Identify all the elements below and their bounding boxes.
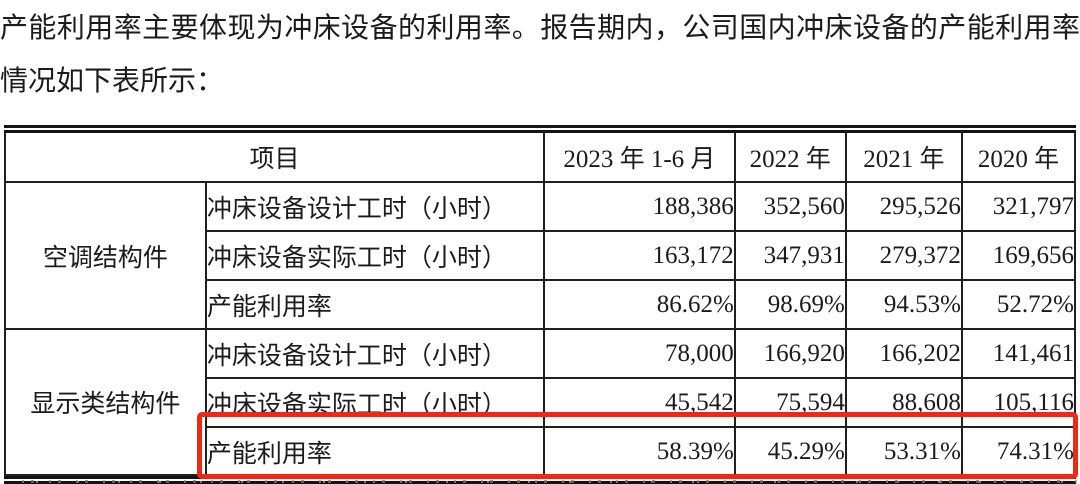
- table-top-double-rule: [4, 125, 1076, 133]
- table-row-highlighted: 产能利用率 58.39% 45.29% 53.31% 74.31%: [5, 426, 1077, 475]
- value-cell: 78,000: [543, 328, 736, 379]
- paragraph-line-2: 情况如下表所示：: [0, 66, 225, 97]
- value-cell: 352,560: [733, 181, 847, 232]
- capacity-utilization-table: 项目 2023 年 1-6 月 2022 年 2021 年 2020 年 空调结…: [3, 125, 1077, 484]
- truncated-text-line: [22, 479, 1080, 484]
- header-period-2023: 2023 年 1-6 月: [543, 133, 736, 183]
- row-label-cell: 产能利用率: [204, 279, 546, 330]
- row-label-cell: 冲床设备实际工时（小时）: [204, 230, 546, 281]
- value-cell: 52.72%: [960, 279, 1077, 330]
- value-cell: 141,461: [960, 328, 1077, 379]
- value-cell: 45,542: [543, 377, 736, 428]
- table-row: 冲床设备实际工时（小时） 163,172 347,931 279,372 169…: [5, 230, 1077, 281]
- row-label-cell: 冲床设备设计工时（小时）: [204, 181, 546, 232]
- value-cell: 166,920: [733, 328, 847, 379]
- value-cell: 86.62%: [543, 279, 736, 330]
- header-row: 项目 2023 年 1-6 月 2022 年 2021 年 2020 年: [3, 133, 1077, 183]
- group-cell-aircon: 空调结构件: [4, 181, 207, 330]
- value-cell: 169,656: [960, 230, 1077, 281]
- value-cell: 53.31%: [844, 426, 963, 475]
- value-cell: 295,526: [844, 181, 963, 232]
- data-table: 项目 2023 年 1-6 月 2022 年 2021 年 2020 年 空调结…: [3, 133, 1077, 476]
- row-label-cell: 产能利用率: [204, 426, 546, 475]
- header-period-2021: 2021 年: [844, 133, 963, 183]
- header-period-2022: 2022 年: [733, 133, 847, 183]
- value-cell: 166,202: [844, 328, 963, 379]
- value-cell: 45.29%: [733, 426, 847, 475]
- header-item: 项目: [3, 133, 546, 183]
- value-cell: 75,594: [733, 377, 847, 428]
- group-cell-display: 显示类结构件: [4, 328, 207, 476]
- value-cell: 279,372: [844, 230, 963, 281]
- value-cell: 74.31%: [960, 426, 1077, 475]
- value-cell: 58.39%: [543, 426, 736, 475]
- value-cell: 105,116: [960, 377, 1077, 428]
- table-row: 产能利用率 86.62% 98.69% 94.53% 52.72%: [5, 279, 1077, 330]
- intro-paragraph: 产能利用率主要体现为冲床设备的利用率。报告期内，公司国内冲床设备的产能利用率 情…: [0, 2, 1080, 108]
- value-cell: 188,386: [543, 181, 736, 232]
- table-row: 冲床设备实际工时（小时） 45,542 75,594 88,608 105,11…: [5, 377, 1077, 428]
- value-cell: 347,931: [733, 230, 847, 281]
- header-period-2020: 2020 年: [960, 133, 1077, 183]
- paragraph-line-1: 产能利用率主要体现为冲床设备的利用率。报告期内，公司国内冲床设备的产能利用率: [0, 13, 1080, 44]
- table-row: 空调结构件 冲床设备设计工时（小时） 188,386 352,560 295,5…: [4, 181, 1077, 330]
- table-row: 显示类结构件 冲床设备设计工时（小时） 78,000 166,920 166,2…: [4, 328, 1077, 476]
- row-label-cell: 冲床设备实际工时（小时）: [204, 377, 546, 428]
- value-cell: 163,172: [543, 230, 736, 281]
- row-label-cell: 冲床设备设计工时（小时）: [204, 328, 546, 379]
- value-cell: 94.53%: [844, 279, 963, 330]
- value-cell: 88,608: [844, 377, 963, 428]
- value-cell: 98.69%: [733, 279, 847, 330]
- value-cell: 321,797: [960, 181, 1077, 232]
